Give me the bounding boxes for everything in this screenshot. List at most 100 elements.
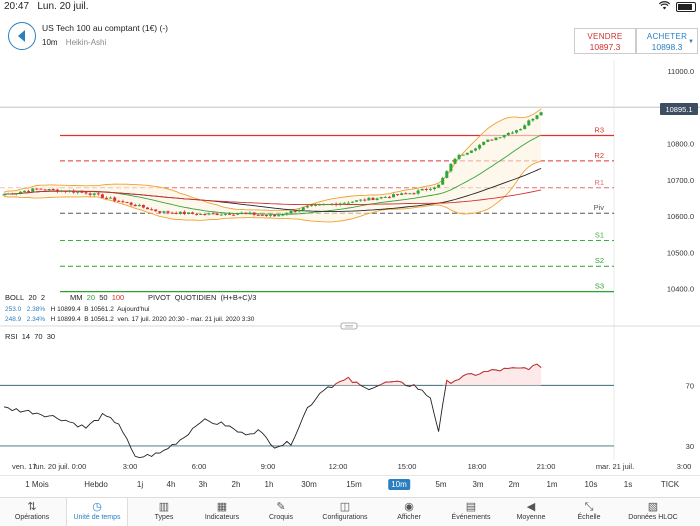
toolbar-eye-button[interactable]: ◉ Afficher — [379, 498, 439, 526]
timeframe-tab-1j[interactable]: 1j — [136, 480, 144, 489]
candle — [133, 203, 137, 207]
toolbar-speaker-button[interactable]: ◀ Moyenne — [501, 498, 561, 526]
candle — [76, 190, 80, 195]
timeframe-tab-hebdo[interactable]: Hebdo — [84, 480, 108, 489]
timeframe-tab-1-mois[interactable]: 1 Mois — [25, 480, 49, 489]
timeframe-tab-2m[interactable]: 2m — [508, 480, 520, 489]
candle — [498, 137, 502, 139]
candle — [375, 197, 379, 201]
candle — [293, 210, 297, 213]
boll-legend[interactable]: BOLL 20 2 — [5, 293, 46, 302]
candle — [494, 137, 498, 141]
price-tick-label: 10800.0 — [667, 140, 694, 149]
candle — [338, 202, 342, 207]
candle — [478, 143, 482, 151]
candle — [441, 176, 445, 185]
candle — [535, 115, 539, 120]
toolbar-calendar-button[interactable]: ▤ Événements — [441, 498, 501, 526]
candle — [92, 192, 96, 197]
rsi-panel: 70 30 — [0, 363, 694, 459]
timeframe-tab-2h[interactable]: 2h — [231, 480, 241, 489]
price-chart[interactable]: R3 R2 R1 Piv S1 S2 S3 11000.0 10800.0 10700.0 106… — [0, 60, 700, 475]
buy-button[interactable]: ACHETER 10898.3 ▼ — [636, 28, 698, 54]
pencil-icon: ✎ — [276, 501, 286, 513]
price-tick-label: 10600.0 — [667, 212, 694, 221]
toolbar-scale-button[interactable]: ⤡ Échelle — [559, 498, 619, 526]
toolbar-label: Types — [154, 514, 174, 521]
candle — [125, 201, 129, 204]
timeframe-tab-1h[interactable]: 1h — [264, 480, 274, 489]
candle — [355, 200, 359, 203]
pivot-label-r1: R1 — [594, 178, 604, 187]
candle — [64, 190, 67, 194]
price-tick-label: 10500.0 — [667, 248, 694, 257]
time-tick-label: lun. 20 juil. 0:00 — [34, 462, 87, 471]
price-tick-label: 10400.0 — [667, 285, 694, 294]
timeframe-tab-4h[interactable]: 4h — [166, 480, 176, 489]
rsi-overbought-line — [333, 363, 542, 386]
candle — [506, 132, 510, 137]
candle — [96, 192, 100, 196]
candle — [43, 189, 47, 191]
timeframe-tab-5m[interactable]: 5m — [435, 480, 447, 489]
toolbar-label: Données HLOC — [628, 514, 678, 521]
toolbar-label: Événements — [451, 514, 491, 521]
candle — [264, 214, 268, 217]
candles — [2, 111, 543, 218]
toolbar-label: Afficher — [397, 514, 421, 521]
rsi-legend[interactable]: RSI 14 70 30 — [5, 332, 56, 341]
timeframe-tab-1s[interactable]: 1s — [623, 480, 633, 489]
time-tick-label: ven. 17 — [12, 462, 37, 471]
candle — [285, 212, 289, 216]
toolbar-clock-button[interactable]: ◷ Unité de temps — [66, 498, 128, 526]
timeframe-tab-10m[interactable]: 10m — [388, 479, 410, 490]
pivot-legend[interactable]: PIVOT QUOTIDIEN (H+B+C)/3 — [148, 293, 257, 302]
candle — [490, 139, 494, 141]
timeframe-tab-15m[interactable]: 15m — [346, 480, 362, 489]
candle — [215, 212, 219, 216]
instrument-title[interactable]: US Tech 100 au comptant (1€) (-) — [42, 23, 168, 33]
sell-button[interactable]: VENDRE 10897.3 — [574, 28, 636, 54]
back-button[interactable] — [8, 22, 36, 50]
timeframe-tab-1m[interactable]: 1m — [546, 480, 558, 489]
timeframe-tab-30m[interactable]: 30m — [301, 480, 317, 489]
candle — [269, 213, 272, 218]
candle — [408, 193, 412, 195]
timeframe-tab-3m[interactable]: 3m — [472, 480, 484, 489]
toolbar-indicators-button[interactable]: ▦ Indicateurs — [192, 498, 252, 526]
candle — [326, 203, 330, 206]
candle — [211, 211, 215, 215]
candle — [59, 189, 63, 193]
candle — [428, 187, 432, 191]
candle — [404, 192, 408, 195]
timeframe-tab-3h[interactable]: 3h — [198, 480, 208, 489]
mm-legend[interactable]: MM 20 50 100 — [70, 293, 125, 302]
candle — [117, 199, 121, 203]
candle — [18, 190, 22, 195]
toolbar-label: Unité de temps — [73, 514, 121, 521]
candle — [170, 211, 174, 214]
price-axis: 11000.0 10800.0 10700.0 10600.0 10500.0 10400… — [660, 67, 698, 294]
candle — [437, 184, 441, 189]
battery-icon — [676, 2, 696, 12]
timeframe-tab-tick[interactable]: TICK — [660, 480, 680, 489]
buy-price: 10898.3 — [651, 42, 683, 52]
toolbar-arrows-button[interactable]: ⇅ Opérations — [2, 498, 62, 526]
candle — [232, 213, 236, 216]
toolbar-data-button[interactable]: ▧ Données HLOC — [623, 498, 683, 526]
toolbar-candles-button[interactable]: ▥ Types — [134, 498, 194, 526]
chevron-down-icon[interactable]: ▼ — [688, 39, 694, 45]
toolbar-layout-button[interactable]: ◫ Configurations — [315, 498, 375, 526]
candle — [502, 134, 506, 139]
toolbar-pencil-button[interactable]: ✎ Croquis — [251, 498, 311, 526]
candle — [178, 211, 182, 215]
eye-icon: ◉ — [404, 501, 414, 513]
time-tick-label: 3:00 — [123, 462, 138, 471]
candle — [68, 189, 72, 193]
candle — [236, 212, 240, 216]
timeframe-tab-10s[interactable]: 10s — [584, 480, 598, 489]
pivot-label-piv: Piv — [594, 203, 605, 212]
pivot-label-s1: S1 — [595, 230, 604, 239]
time-tick-label: 3:00 — [677, 462, 692, 471]
panel-divider-handle[interactable] — [0, 322, 700, 330]
